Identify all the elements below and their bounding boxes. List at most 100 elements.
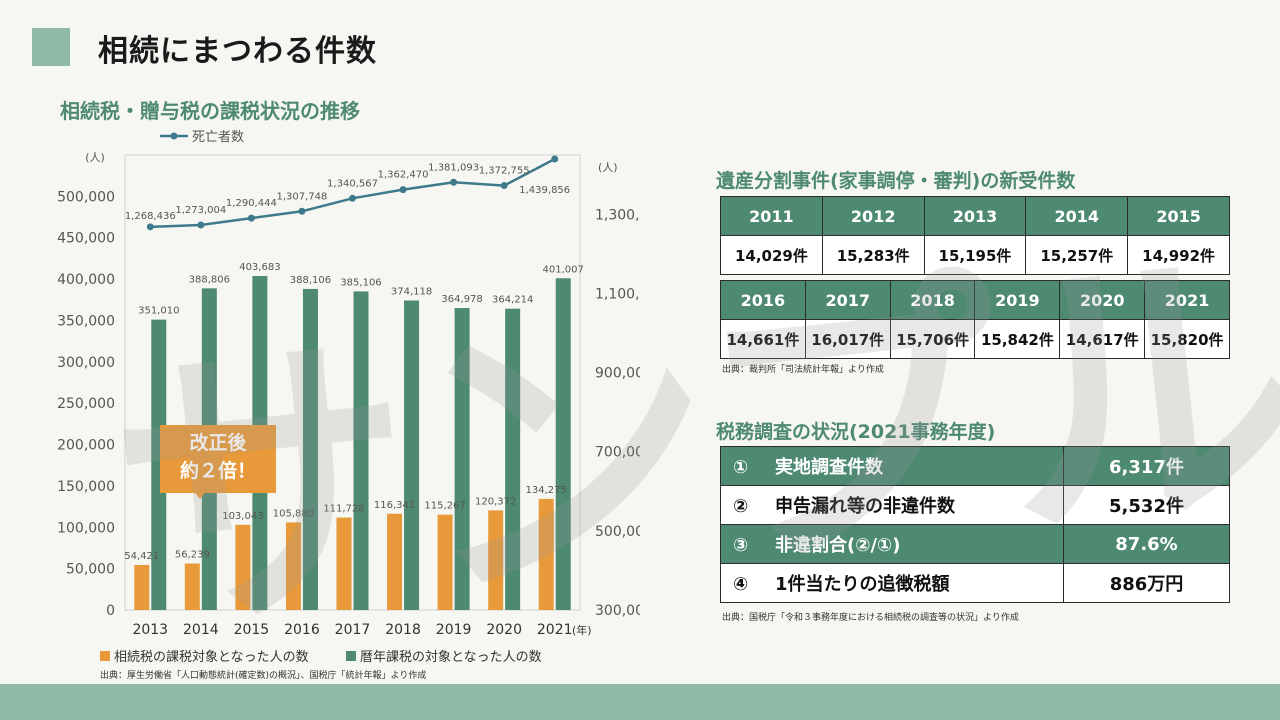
legend-marker-deaths [170, 132, 178, 140]
bar-inheritance-data-label: 56,239 [175, 549, 210, 560]
division-title: 遺産分割事件(家事調停・審判)の新受件数 [716, 170, 1076, 192]
tax-survey-title: 税務調査の状況(2021事務年度) [716, 421, 996, 443]
bar-calendar-year-gift [454, 308, 470, 610]
y-right-tick-label: 1,300,000 [595, 207, 640, 223]
tax-survey-label-cell: ① 実地調査件数 [720, 446, 1064, 486]
legend-swatch-gift [346, 651, 356, 661]
legend-label-deaths: 死亡者数 [192, 130, 244, 145]
division-year-cell: 2021 [1144, 280, 1230, 320]
callout-line2: 約２倍！ [179, 460, 256, 482]
bar-gift-data-label: 364,978 [441, 294, 482, 305]
y-right-tick-label: 300,000 [595, 603, 640, 619]
bar-inheritance-taxpayers [184, 563, 200, 610]
footer-band [0, 684, 1280, 720]
bar-calendar-year-gift [353, 291, 369, 610]
bar-inheritance-taxpayers [134, 564, 150, 610]
division-table-2: 2016 2017 2018 2019 2020 2021 14,661件 16,017件 1… [720, 280, 1230, 359]
deaths-point [197, 221, 205, 229]
bar-inheritance-taxpayers [488, 510, 504, 610]
division-count-cell: 14,661件 [720, 319, 806, 359]
deaths-data-label: 1,290,444 [226, 198, 277, 209]
bar-gift-data-label: 388,806 [189, 274, 230, 285]
division-year-cell: 2015 [1127, 196, 1230, 236]
deaths-data-label: 1,439,856 [519, 185, 570, 196]
deaths-data-label: 1,381,093 [428, 162, 479, 173]
bar-inheritance-taxpayers [538, 498, 554, 610]
bar-gift-data-label: 374,118 [391, 287, 432, 298]
x-tick-label: 2021 [537, 622, 573, 638]
bar-inheritance-taxpayers [336, 517, 352, 610]
tax-survey-label-cell: ② 申告漏れ等の非違件数 [720, 485, 1064, 525]
x-tick-label: 2017 [335, 622, 371, 638]
y-left-tick-label: 450,000 [57, 231, 115, 247]
deaths-data-label: 1,372,755 [479, 166, 530, 177]
chart-title: 相続税・贈与税の課税状況の推移 [60, 99, 360, 123]
bar-inheritance-data-label: 120,372 [475, 496, 516, 507]
bar-inheritance-data-label: 105,880 [273, 508, 314, 519]
bar-calendar-year-gift [404, 300, 420, 610]
bar-gift-data-label: 351,010 [138, 306, 179, 317]
tax-survey-value: 6,317件 [1063, 446, 1230, 486]
tax-survey-row: ① 実地調査件数 6,317件 [720, 446, 1230, 486]
tax-survey-row: ② 申告漏れ等の非違件数 5,532件 [720, 485, 1230, 525]
x-tick-label: 2018 [385, 622, 421, 638]
y-left-tick-label: 100,000 [57, 520, 115, 536]
bar-gift-data-label: 401,007 [543, 264, 584, 275]
tax-survey-value: 5,532件 [1063, 485, 1230, 525]
legend-swatch-inheritance [100, 651, 110, 661]
legend-label-gift: 暦年課税の対象となった人の数 [360, 649, 542, 665]
tax-survey-label-cell: ④ 1件当たりの追徴税額 [720, 563, 1064, 603]
page-title: 相続にまつわる件数 [98, 34, 377, 69]
deaths-data-label: 1,273,004 [175, 205, 226, 216]
y-left-tick-label: 400,000 [57, 272, 115, 288]
y-left-tick-label: 350,000 [57, 313, 115, 329]
division-year-cell: 2018 [889, 280, 976, 320]
deaths-data-label: 1,307,748 [276, 191, 327, 202]
x-tick-label: 2015 [234, 622, 270, 638]
deaths-point [551, 155, 559, 163]
deaths-point [450, 178, 458, 186]
division-source: 出典：裁判所「司法統計年報」より作成 [722, 365, 884, 375]
y-left-tick-label: 500,000 [57, 189, 115, 205]
bar-calendar-year-gift [505, 308, 521, 610]
x-tick-label: 2016 [284, 622, 320, 638]
bar-gift-data-label: 385,106 [340, 277, 381, 288]
bar-inheritance-data-label: 111,728 [323, 504, 364, 515]
tax-survey-label: 非違割合(②/①) [775, 535, 901, 556]
bar-calendar-year-gift [555, 278, 571, 610]
tax-survey-source: 出典：国税庁「令和３事務年度における相続税の調査等の状況」より作成 [722, 613, 1019, 623]
bar-inheritance-data-label: 103,043 [222, 511, 263, 522]
tax-survey-no: ③ [733, 535, 749, 556]
y-right-tick-label: 900,000 [595, 366, 640, 382]
tax-survey-row: ④ 1件当たりの追徴税額 886万円 [720, 563, 1230, 603]
division-year-cell: 2016 [720, 280, 806, 320]
y-left-tick-label: 200,000 [57, 438, 115, 454]
chart-source: 出典：厚生労働省「人口動態統計(確定数)の概況」、国税庁「統計年報」より作成 [100, 671, 427, 681]
bar-inheritance-data-label: 134,275 [526, 485, 567, 496]
bar-calendar-year-gift [151, 319, 167, 610]
y-left-tick-label: 150,000 [57, 479, 115, 495]
bar-inheritance-taxpayers [235, 524, 251, 610]
bar-inheritance-taxpayers [285, 522, 301, 610]
callout-pointer [192, 489, 208, 499]
division-year-cell: 2020 [1059, 280, 1146, 320]
plot-frame [124, 154, 581, 611]
division-table-1: 2011 2012 2013 2014 2015 14,029件 15,283件 15,19… [720, 196, 1230, 275]
bar-inheritance-taxpayers [387, 513, 403, 610]
x-tick-label: 2013 [132, 622, 168, 638]
callout-box: 改正後 約２倍！ [160, 425, 276, 493]
y-left-tick-label: 50,000 [66, 562, 115, 578]
division-count-cell: 14,617件 [1059, 319, 1146, 359]
division-year-cell: 2017 [804, 280, 891, 320]
y-right-tick-label: 1,100,000 [595, 286, 640, 302]
tax-survey-label: 申告漏れ等の非違件数 [775, 496, 955, 517]
bar-inheritance-taxpayers [437, 514, 453, 610]
division-count-cell: 16,017件 [804, 319, 891, 359]
deaths-data-label: 1,362,470 [378, 170, 429, 181]
tax-survey-no: ④ [733, 574, 749, 595]
division-count-cell: 15,820件 [1144, 319, 1230, 359]
tax-survey-no: ② [733, 496, 749, 517]
division-count-cell: 15,257件 [1025, 235, 1129, 275]
x-tick-label: 2014 [183, 622, 219, 638]
tax-survey-value: 87.6% [1063, 524, 1230, 564]
